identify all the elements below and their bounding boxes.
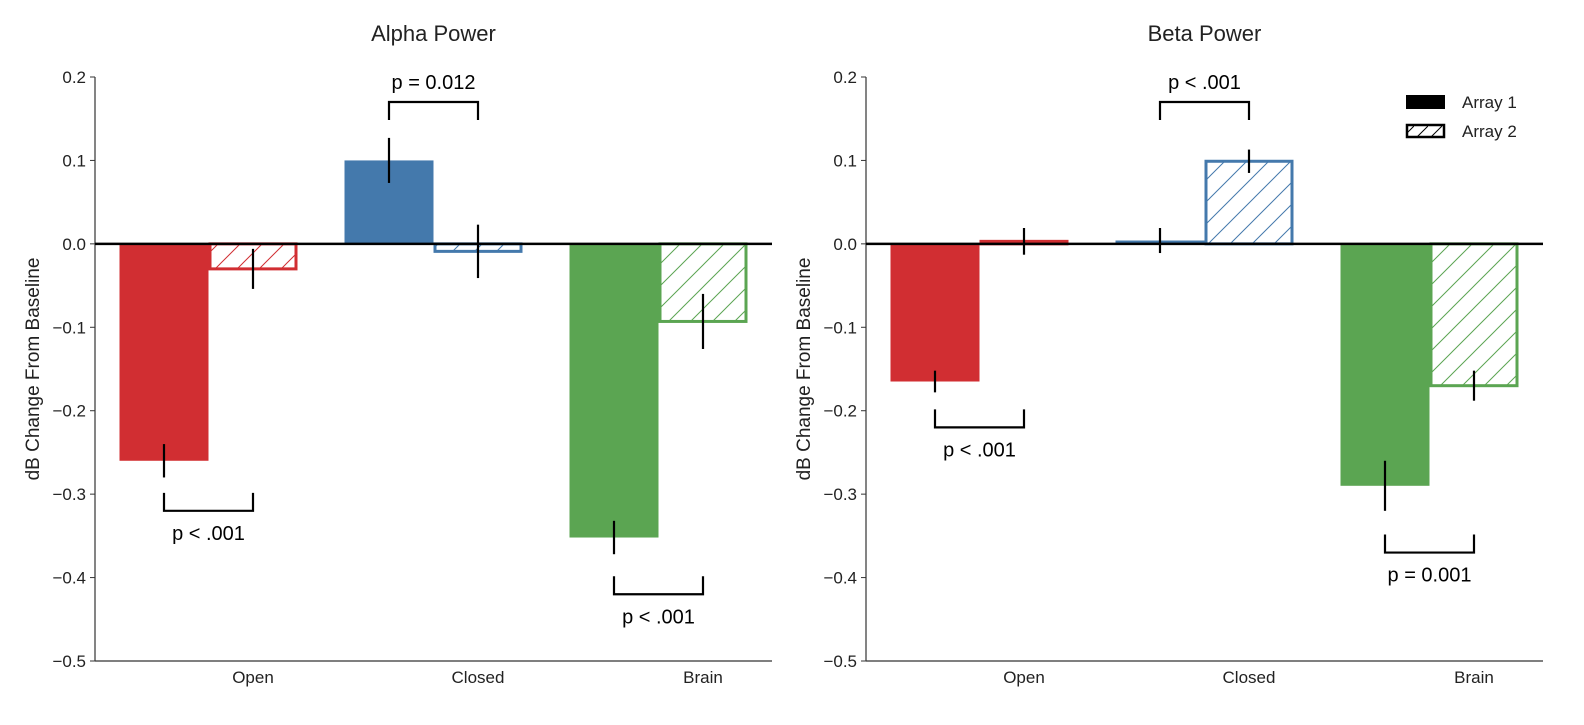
significance-bracket — [1158, 100, 1251, 121]
chart-title: Alpha Power — [371, 21, 496, 46]
y-tick-label: 0.0 — [833, 235, 857, 254]
bar-brain-array-1 — [1340, 243, 1430, 486]
y-tick-label: −0.1 — [52, 318, 86, 337]
y-tick-label: −0.2 — [52, 402, 86, 421]
y-tick-label: 0.2 — [62, 68, 86, 87]
y-tick-label: −0.2 — [823, 402, 857, 421]
x-tick-label-open: Open — [1003, 668, 1045, 687]
y-axis-label: dB Change From Baseline — [23, 258, 44, 481]
bar-open-array-1 — [119, 243, 209, 461]
bar-brain-array-1 — [569, 243, 659, 538]
y-tick-label: 0.0 — [62, 235, 86, 254]
p-value-label: p < .001 — [1168, 72, 1241, 94]
chart-title: Beta Power — [1148, 21, 1262, 46]
y-tick-label: −0.3 — [52, 485, 86, 504]
x-tick-label-open: Open — [232, 668, 274, 687]
significance-annotation: p < .001 — [933, 409, 1026, 461]
significance-bracket — [387, 100, 480, 121]
significance-annotation: p = 0.012 — [387, 72, 480, 121]
x-tick-label-brain: Brain — [683, 668, 723, 687]
p-value-label: p = 0.001 — [1388, 565, 1472, 587]
significance-bracket — [933, 409, 1026, 429]
y-tick-label: −0.5 — [823, 652, 857, 671]
y-tick-label: −0.4 — [823, 569, 857, 588]
p-value-label: p = 0.012 — [392, 72, 476, 94]
significance-annotation: p < .001 — [1158, 72, 1251, 121]
significance-annotation: p = 0.001 — [1383, 534, 1476, 587]
y-tick-label: 0.1 — [62, 151, 86, 170]
legend: Array 1 Array 2 — [1405, 93, 1517, 141]
x-tick-label-brain: Brain — [1454, 668, 1494, 687]
bar-brain-array-2 — [1429, 242, 1519, 388]
panel-beta-power: Beta Power dB Change From Baseline −0.5 −0.… — [794, 21, 1543, 687]
y-tick-label: 0.1 — [833, 151, 857, 170]
y-tick-label: −0.4 — [52, 569, 86, 588]
y-tick-label: −0.1 — [823, 318, 857, 337]
y-tick-label: −0.3 — [823, 485, 857, 504]
significance-bracket — [1383, 534, 1476, 554]
legend-swatch-array-2 — [1405, 123, 1446, 139]
significance-annotation: p < .001 — [162, 492, 255, 545]
panel-alpha-power: Alpha Power dB Change From Baseline −0.5 −0… — [23, 21, 772, 687]
legend-label: Array 1 — [1462, 93, 1517, 112]
significance-bracket — [162, 492, 255, 512]
x-tick-label-closed: Closed — [1223, 668, 1276, 687]
y-tick-label: −0.5 — [52, 652, 86, 671]
significance-bracket — [612, 576, 705, 596]
p-value-label: p < .001 — [622, 606, 695, 628]
bar-closed-array-2 — [1204, 159, 1294, 246]
y-tick-label: 0.2 — [833, 68, 857, 87]
bar-open-array-1 — [890, 243, 980, 382]
legend-label: Array 2 — [1462, 122, 1517, 141]
x-tick-label-closed: Closed — [452, 668, 505, 687]
legend-swatch-array-1 — [1406, 95, 1445, 109]
p-value-label: p < .001 — [943, 439, 1016, 461]
significance-annotation: p < .001 — [612, 576, 705, 628]
y-axis-label: dB Change From Baseline — [794, 258, 815, 481]
p-value-label: p < .001 — [172, 523, 245, 545]
